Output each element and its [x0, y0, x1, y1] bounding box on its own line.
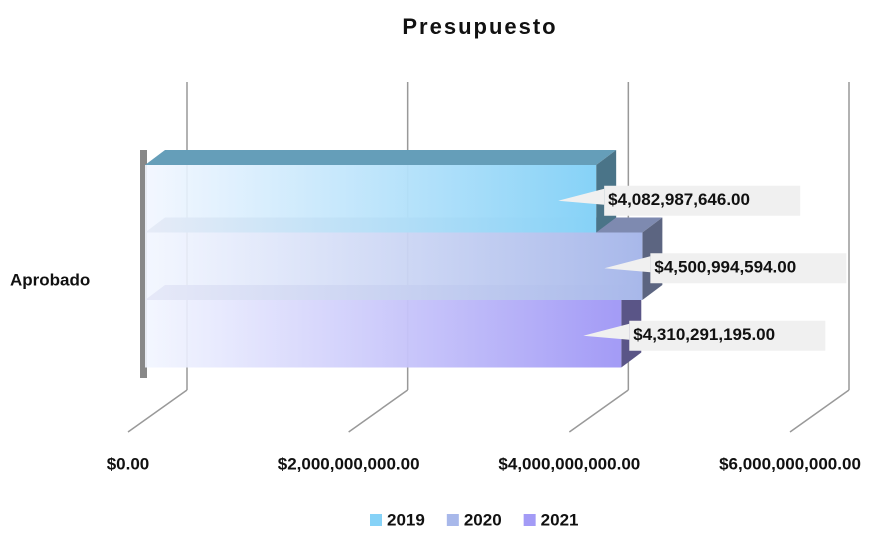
data-label: $4,310,291,195.00: [633, 325, 775, 344]
grid-line: [127, 389, 188, 433]
legend-label: 2019: [387, 510, 425, 529]
label-pointer: [604, 256, 651, 273]
bar: [145, 300, 622, 368]
grid-line: [348, 389, 409, 433]
data-label: $4,082,987,646.00: [608, 190, 750, 209]
chart-title: Presupuesto: [402, 14, 557, 39]
label-pointer: [583, 323, 630, 340]
legend-label: 2021: [541, 510, 579, 529]
bar-top: [145, 150, 617, 165]
legend-swatch: [523, 514, 536, 526]
x-tick-label: $0.00: [107, 454, 150, 473]
grid-line: [789, 389, 850, 433]
legend-swatch: [370, 514, 382, 526]
label-pointer: [558, 188, 605, 205]
x-tick-label: $4,000,000,000.00: [498, 454, 640, 473]
legend-swatch: [446, 514, 459, 526]
legend-label: 2020: [464, 510, 502, 529]
data-label: $4,500,994,594.00: [654, 258, 796, 277]
bar: [145, 165, 597, 233]
y-tick-label: Aprobado: [10, 270, 90, 289]
side-wall: [140, 150, 147, 378]
x-tick-label: $2,000,000,000.00: [278, 454, 420, 473]
grid-line: [568, 389, 629, 433]
x-tick-label: $6,000,000,000.00: [719, 454, 861, 473]
label-box: [650, 253, 847, 284]
bar: [145, 232, 643, 300]
label-box: [604, 185, 801, 216]
label-box: [629, 320, 826, 351]
